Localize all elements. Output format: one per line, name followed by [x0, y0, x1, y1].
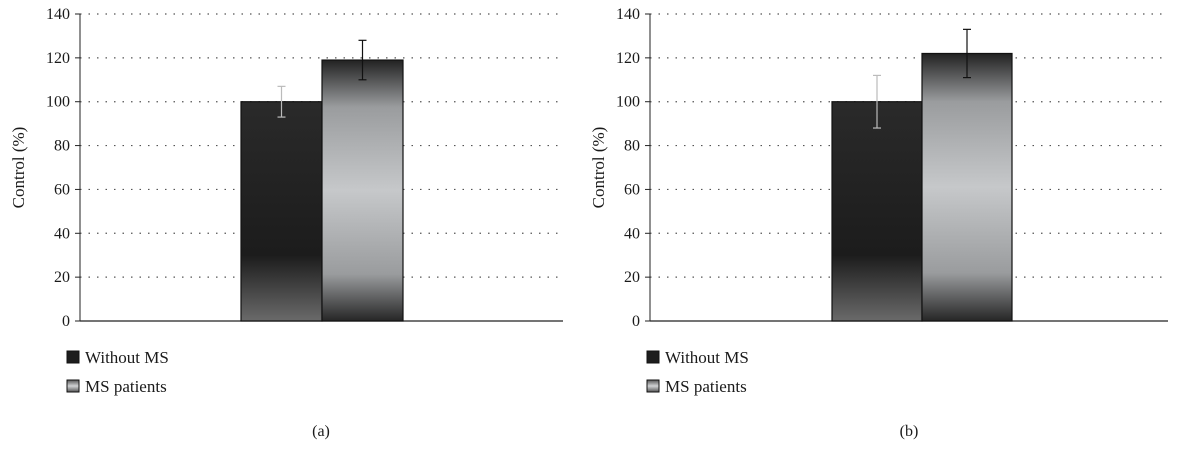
y-tick-label: 60 — [624, 181, 640, 198]
y-tick-label: 120 — [46, 50, 70, 67]
legend-label: Without MS — [85, 348, 169, 367]
y-tick-label: 100 — [616, 94, 640, 111]
legend-swatch — [66, 379, 80, 393]
bar-ms-patients — [921, 52, 1013, 322]
legend-swatch — [646, 379, 660, 393]
y-tick-label: 140 — [46, 6, 70, 23]
y-tick-label: 120 — [616, 50, 640, 67]
bar-without-ms — [240, 101, 323, 322]
legend-label: MS patients — [665, 377, 747, 396]
y-tick-label: 60 — [54, 181, 70, 198]
chart-panel-a: 0 20 40 60 80 100 120 140 Control (%) Without MS M… — [9, 6, 563, 440]
legend-swatch — [66, 350, 80, 364]
y-tick-label: 20 — [624, 269, 640, 286]
bar-without-ms — [831, 101, 923, 322]
y-tick-label: 40 — [624, 225, 640, 242]
y-tick-label: 0 — [632, 313, 640, 330]
y-tick-label: 20 — [54, 269, 70, 286]
legend-swatch — [646, 350, 660, 364]
y-tick-label: 100 — [46, 94, 70, 111]
y-axis-title: Control (%) — [589, 127, 608, 209]
panel-label: (b) — [900, 423, 919, 440]
y-tick-label: 140 — [616, 6, 640, 23]
chart-panel-b: 0 20 40 60 80 100 120 140 Control (%) Without MS M… — [589, 6, 1168, 440]
y-tick-label: 80 — [54, 138, 70, 155]
y-tick-label: 0 — [62, 313, 70, 330]
panel-label: (a) — [312, 423, 330, 440]
y-axis-title: Control (%) — [9, 127, 28, 209]
y-tick-label: 80 — [624, 138, 640, 155]
legend-label: Without MS — [665, 348, 749, 367]
y-tick-label: 40 — [54, 225, 70, 242]
bar-ms-patients — [321, 59, 404, 322]
legend-label: MS patients — [85, 377, 167, 396]
